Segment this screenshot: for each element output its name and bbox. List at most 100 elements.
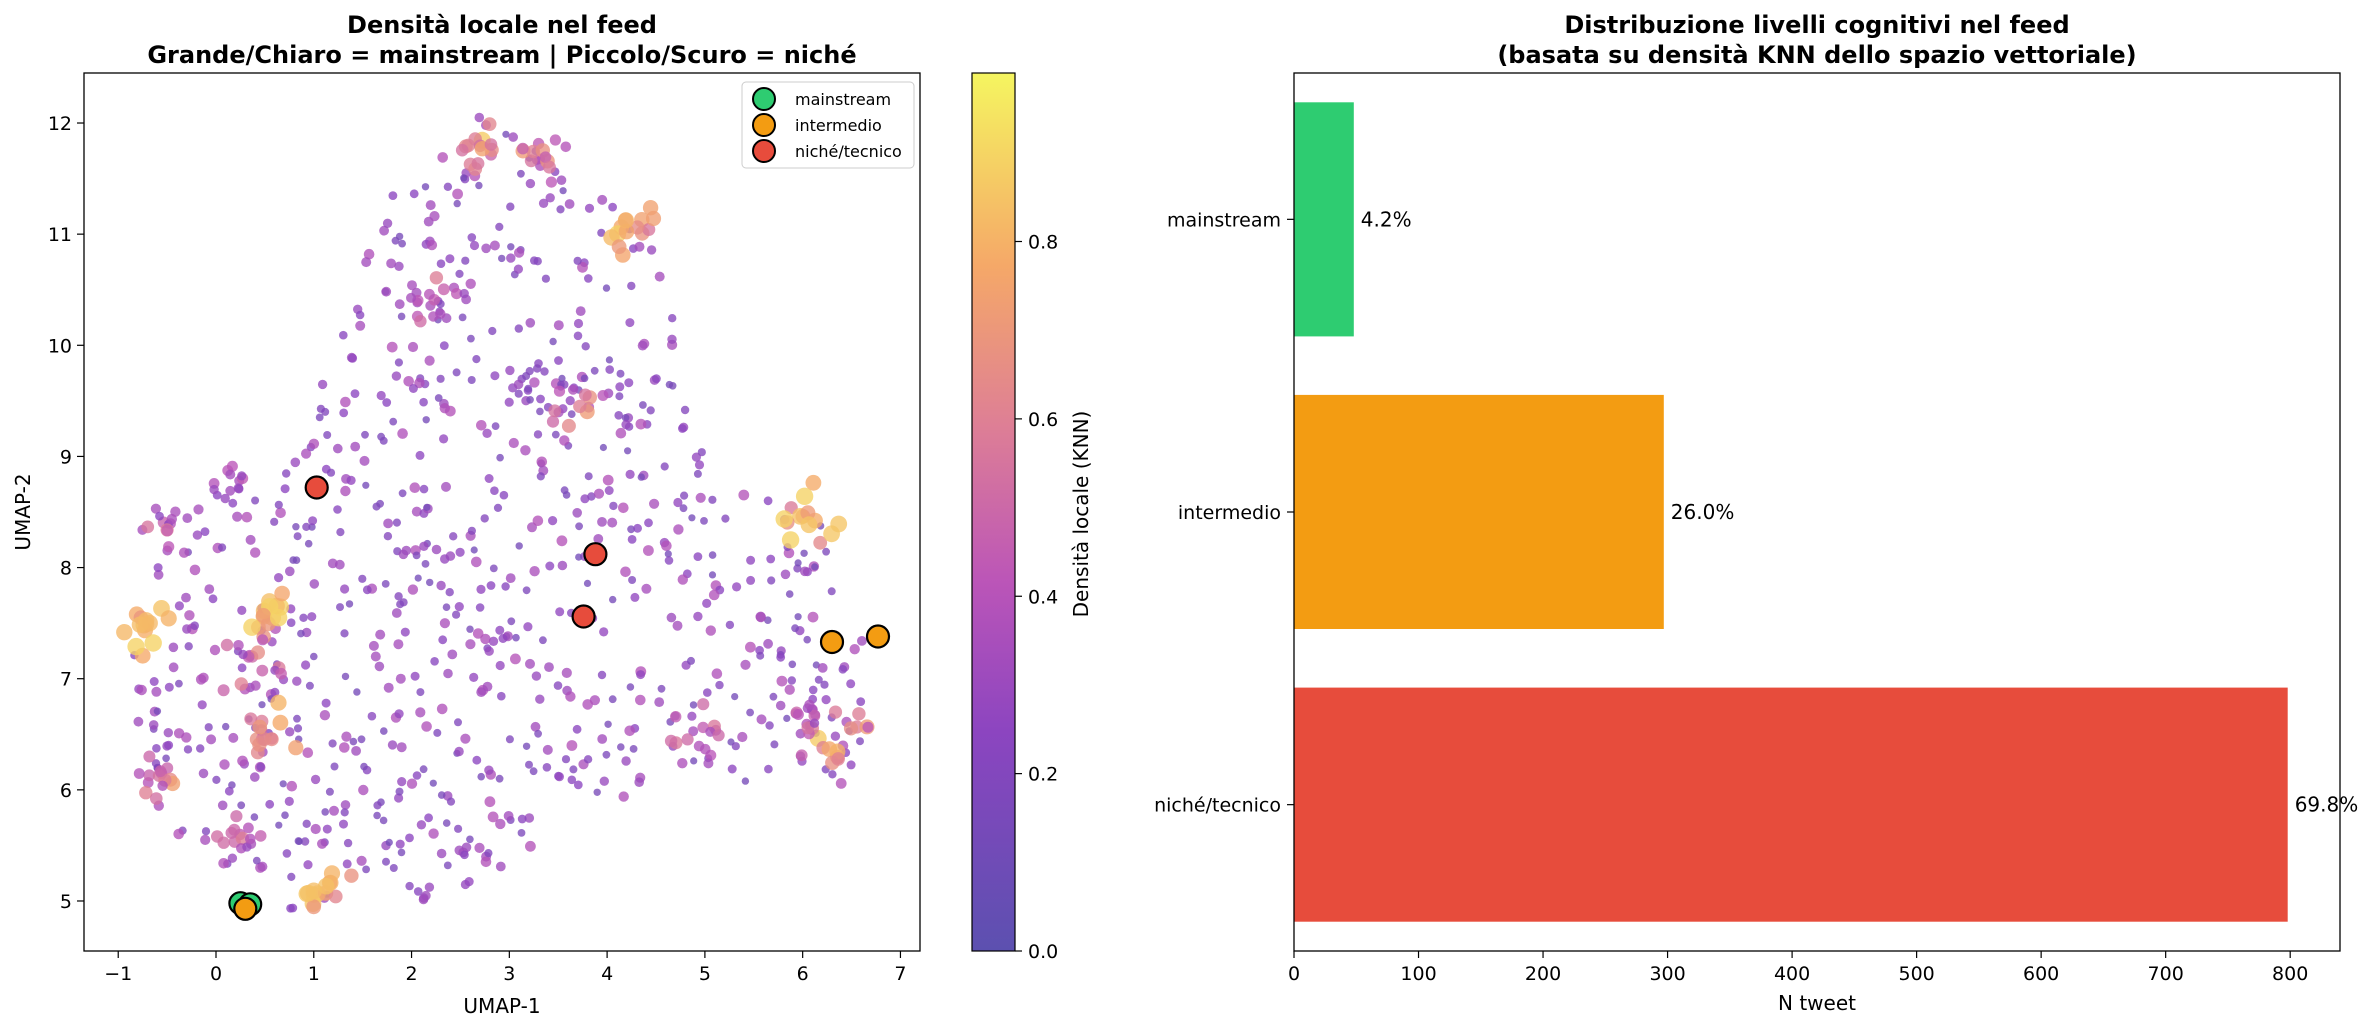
- bar-xtick-label-1: 100: [1400, 963, 1436, 985]
- scatter-point-353: [442, 603, 451, 611]
- highlight-point-2: [233, 896, 258, 921]
- scatter-point-929: [323, 865, 341, 882]
- scatter-point-720: [341, 731, 352, 742]
- scatter-point-1071: [245, 833, 256, 845]
- scatter-point-1009: [220, 638, 234, 652]
- scatter-point-413: [525, 658, 535, 669]
- scatter-point-271: [445, 254, 455, 264]
- scatter-point-392: [292, 523, 300, 531]
- scatter-point-646: [373, 811, 381, 820]
- scatter-point-560: [617, 743, 625, 751]
- scatter-point-767: [572, 724, 582, 734]
- scatter-point-1037: [700, 743, 711, 755]
- scatter-point-513: [436, 703, 448, 715]
- scatter-point-525: [573, 331, 583, 341]
- scatter-point-796: [464, 877, 474, 887]
- scatter-point-1042: [703, 758, 714, 769]
- scatter-point-314: [321, 698, 331, 708]
- scatter-point-161: [394, 261, 404, 271]
- scatter-point-441: [407, 584, 419, 595]
- scatter-point-652: [412, 551, 421, 560]
- scatter-point-292: [524, 813, 535, 823]
- scatter-point-229: [471, 556, 482, 568]
- scatter-point-542: [621, 756, 631, 766]
- scatter-point-453: [353, 688, 361, 696]
- colorbar-label: Densità locale (KNN): [1069, 411, 1093, 618]
- scatter-legend: mainstream intermedio niché/tecnico: [741, 81, 915, 169]
- scatter-point-521: [383, 518, 393, 529]
- scatter-point-25: [351, 746, 361, 756]
- scatter-point-479: [569, 765, 578, 774]
- scatter-y-label: UMAP-2: [11, 473, 35, 550]
- scatter-point-106: [466, 625, 474, 633]
- scatter-point-518: [257, 861, 268, 872]
- scatter-point-686: [507, 243, 515, 251]
- scatter-point-398: [300, 837, 310, 846]
- scatter-highlights-layer: [228, 475, 891, 921]
- colorbar-gradient: [971, 72, 1016, 952]
- scatter-point-753: [164, 740, 174, 750]
- scatter-point-1032: [677, 758, 688, 769]
- scatter-point-370: [345, 600, 354, 608]
- scatter-point-283: [495, 660, 505, 671]
- scatter-point-769: [513, 264, 524, 274]
- scatter-point-481: [828, 770, 837, 779]
- scatter-point-859: [775, 510, 793, 528]
- scatter-point-783: [657, 684, 666, 693]
- scatter-point-752: [439, 341, 449, 350]
- bar-category-label-2: niché/tecnico: [1154, 795, 1281, 817]
- scatter-point-48: [780, 569, 791, 580]
- scatter-point-806: [358, 784, 369, 796]
- scatter-point-490: [382, 857, 390, 866]
- scatter-point-230: [362, 481, 370, 489]
- scatter-point-357: [302, 819, 311, 828]
- scatter-point-587: [413, 887, 423, 896]
- scatter-point-278: [498, 634, 508, 643]
- scatter-point-926: [306, 899, 322, 915]
- scatter-point-621: [513, 379, 524, 390]
- scatter-point-624: [182, 624, 192, 634]
- scatter-x-axis: −1 0 1 2 3 4 5 6 7: [104, 951, 906, 985]
- scatter-point-955: [578, 388, 592, 402]
- scatter-point-129: [232, 511, 243, 522]
- scatter-point-425: [727, 764, 737, 774]
- scatter-point-491: [237, 605, 247, 616]
- scatter-point-244: [827, 587, 836, 596]
- scatter-point-615: [621, 414, 630, 422]
- scatter-point-567: [838, 665, 848, 674]
- scatter-point-488: [555, 607, 565, 617]
- scatter-point-389: [830, 731, 841, 741]
- scatter-point-658: [524, 384, 533, 393]
- scatter-point-762: [482, 681, 493, 692]
- scatter-point-584: [517, 829, 526, 837]
- scatter-point-451: [470, 546, 478, 554]
- scatter-point-310: [564, 199, 575, 209]
- scatter-point-400: [763, 638, 773, 649]
- scatter-point-411: [389, 864, 398, 872]
- scatter-point-815: [472, 628, 484, 639]
- scatter-point-764: [190, 621, 199, 630]
- scatter-point-496: [339, 330, 348, 340]
- scatter-point-24: [192, 530, 203, 540]
- scatter-point-637: [397, 777, 407, 787]
- scatter-point-916: [264, 732, 279, 747]
- scatter-point-618: [817, 663, 828, 673]
- scatter-point-860: [800, 505, 816, 521]
- scatter-point-1007: [250, 680, 261, 691]
- scatter-point-689: [153, 563, 163, 573]
- scatter-point-503: [775, 700, 786, 711]
- scatter-point-119: [508, 132, 518, 142]
- scatter-point-654: [460, 733, 471, 744]
- scatter-point-338: [484, 646, 494, 656]
- scatter-point-893: [843, 721, 859, 736]
- highlight-point-6: [583, 542, 608, 567]
- scatter-point-471: [560, 486, 569, 495]
- scatter-point-664: [769, 692, 778, 701]
- scatter-point-349: [597, 670, 607, 680]
- scatter-point-495: [609, 501, 618, 511]
- scatter-point-610: [531, 671, 542, 681]
- scatter-point-536: [514, 389, 523, 398]
- scatter-point-727: [495, 818, 506, 830]
- scatter-point-65: [275, 821, 283, 829]
- scatter-point-1028: [804, 699, 815, 710]
